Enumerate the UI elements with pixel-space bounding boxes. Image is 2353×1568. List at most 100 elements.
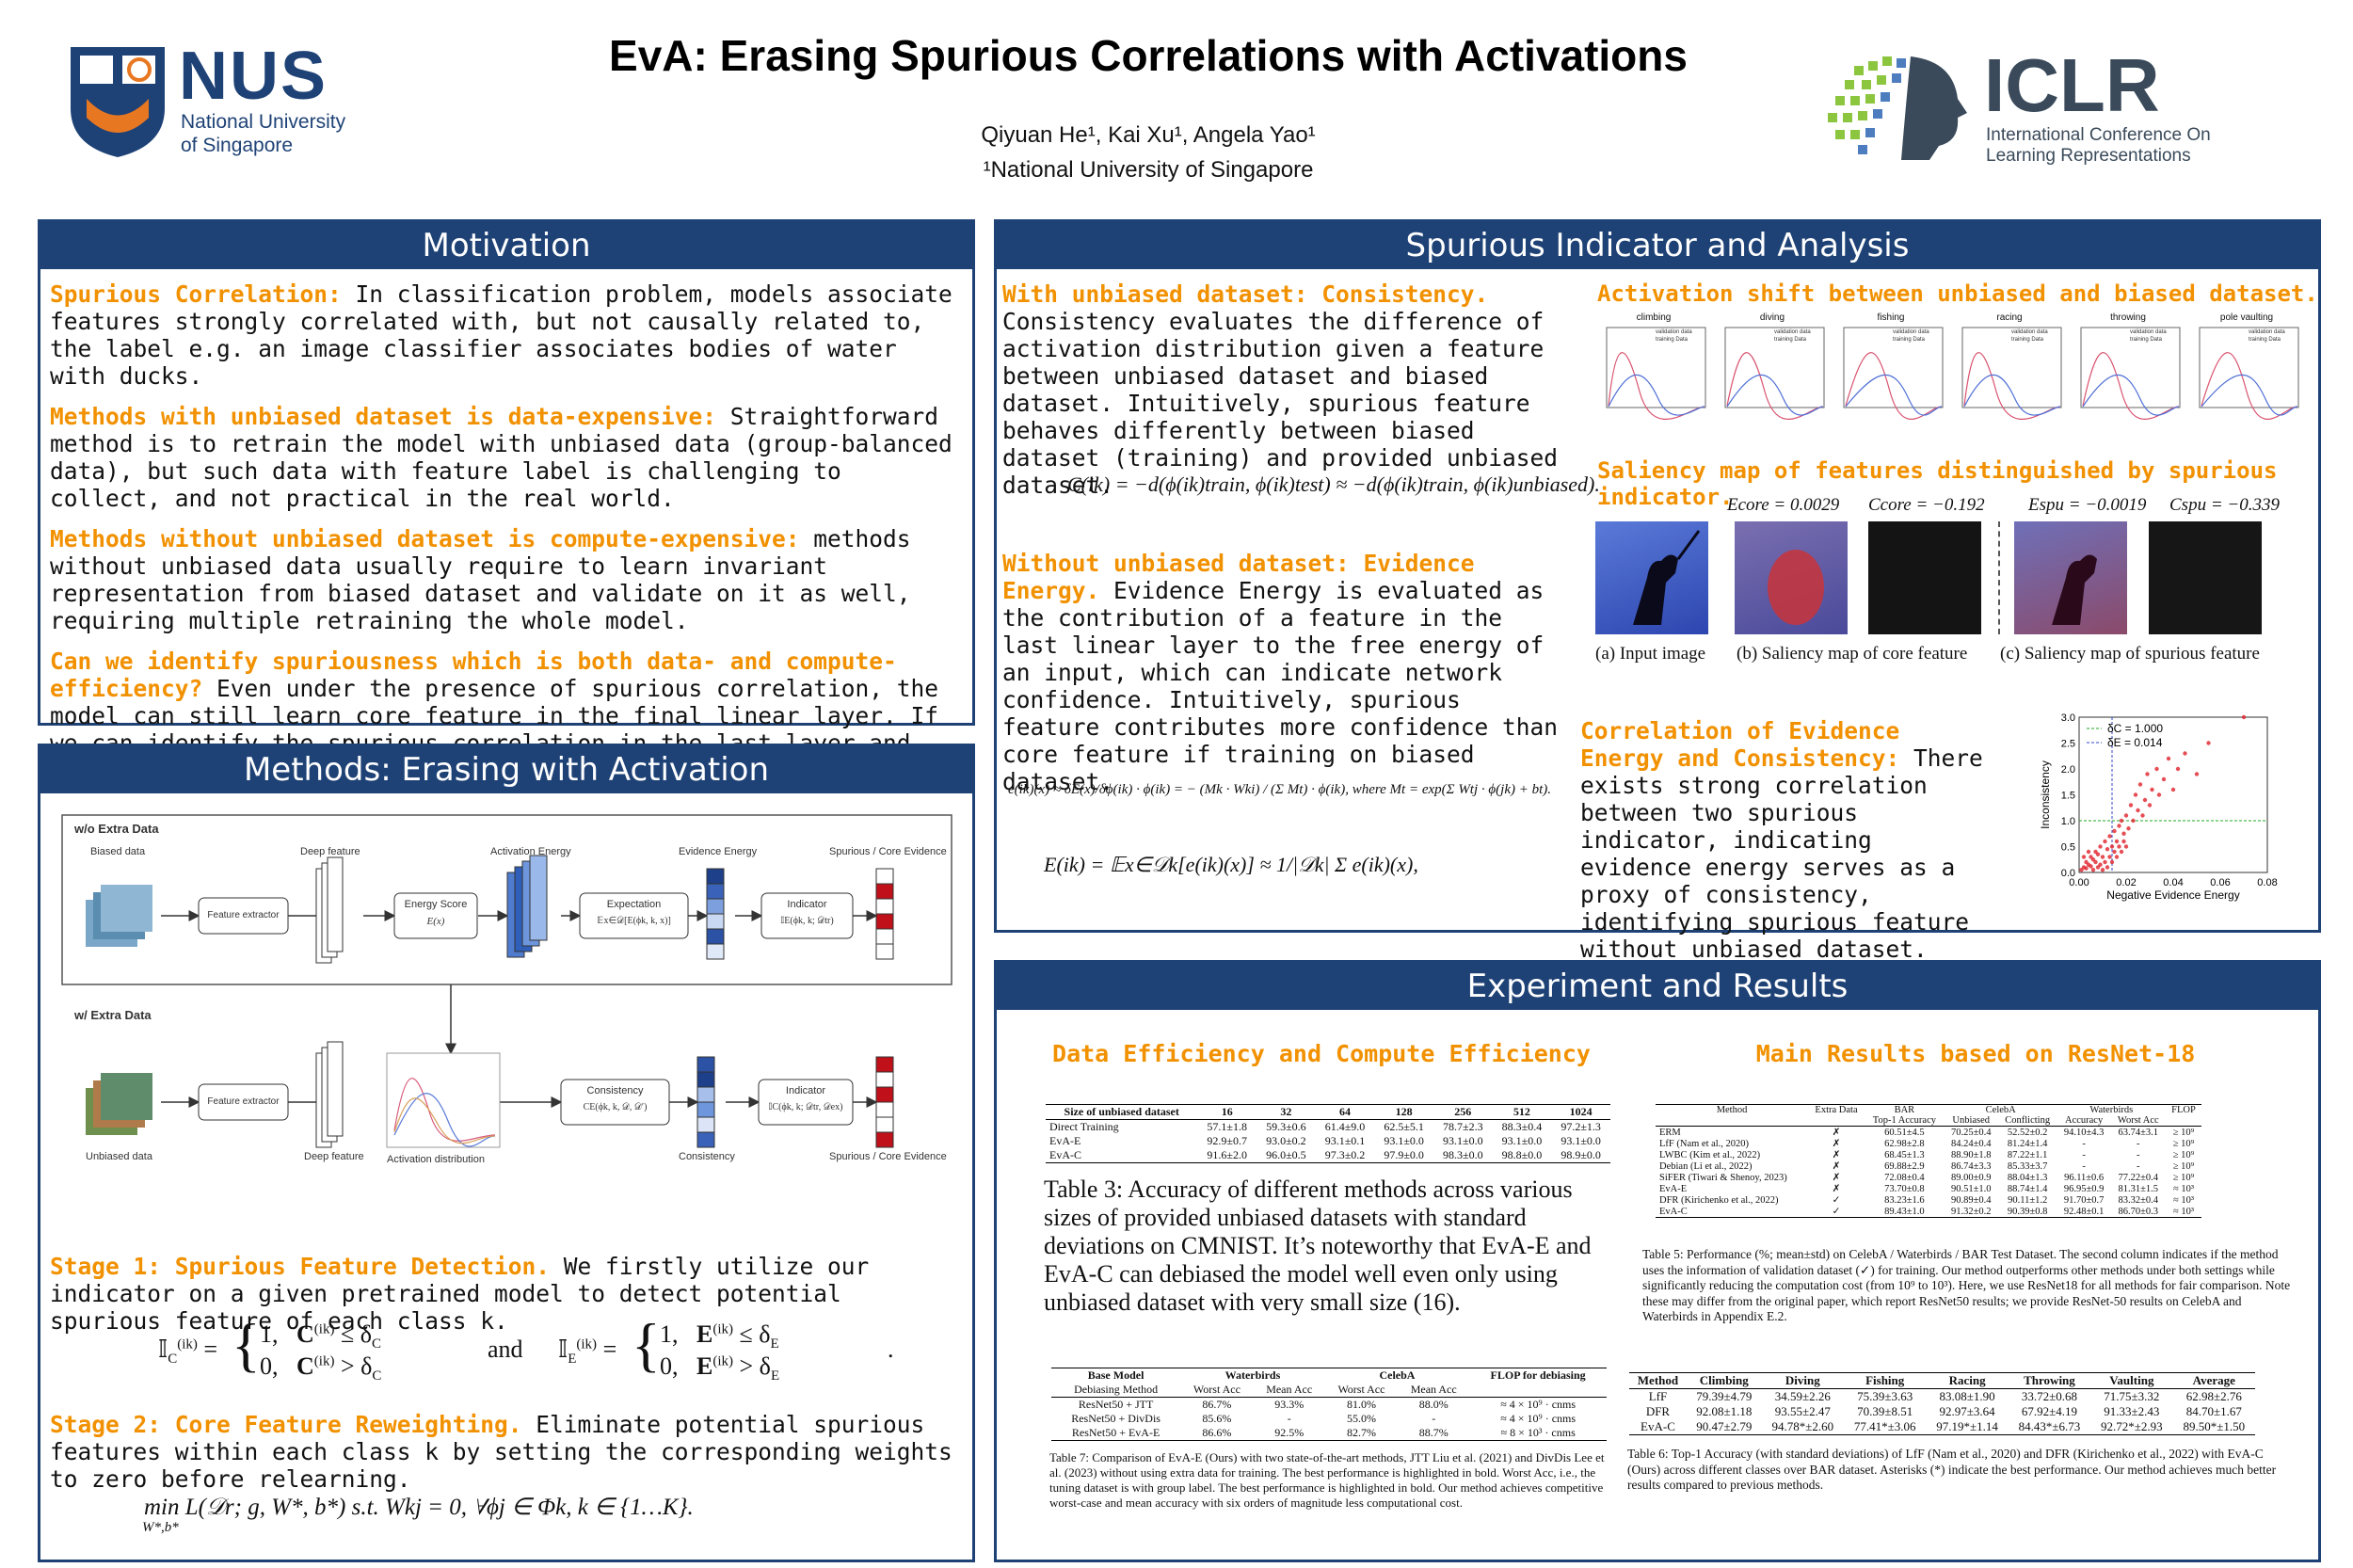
para-highlight: Spurious Correlation:: [50, 280, 342, 308]
table-cell: ≥ 10⁹: [2172, 1138, 2195, 1149]
stage1-body: We firstly utilize our indicator on a gi…: [50, 1253, 870, 1335]
shift-panel: pole vaulting validation data training Dat…: [2190, 312, 2303, 421]
saliency-core-image: [1735, 521, 1848, 634]
table-cell: 68.45±1.3: [1884, 1149, 1925, 1160]
affiliation: ¹National University of Singapore: [983, 157, 1314, 183]
table-cell: ≈ 10³: [2172, 1183, 2194, 1194]
table-cell: 55.0%: [1346, 1412, 1376, 1425]
scatter-point: [2093, 859, 2098, 865]
table-cell: ✗: [1832, 1139, 1841, 1149]
table-cell: 92.72*±2.93: [2101, 1419, 2163, 1433]
saliency-caption-c: (c) Saliency map of spurious feature: [2000, 644, 2260, 664]
table-cell: 91.32±0.2: [1950, 1206, 1992, 1217]
shift-panel-legend: validation data training Data: [1893, 329, 1929, 343]
table-cell: 33.72±0.68: [2021, 1389, 2078, 1403]
scatter-point: [2133, 792, 2138, 797]
table-header-cell: Fishing: [1843, 1372, 1927, 1389]
shift-panel-title: diving: [1759, 312, 1785, 323]
table-cell: 94.78*±2.60: [1771, 1419, 1834, 1433]
scatter-point: [2154, 766, 2159, 772]
shift-panel: fishing validation data training Data: [1834, 312, 1947, 421]
nus-logo-line2: of Singapore: [181, 135, 294, 156]
table-cell: ✗: [1832, 1161, 1841, 1172]
evidence-equation-1: e(ik)(x) ≈ δE(x)/δϕ(ik) · ϕ(ik) = − (Mk …: [1008, 782, 1552, 797]
table-header-cell: CelebA: [1985, 1105, 2016, 1115]
table-cell: 81.31±1.5: [2118, 1183, 2159, 1194]
stage1-highlight: Stage 1: Spurious Feature Detection.: [50, 1253, 551, 1280]
table-cell: 83.23±1.6: [1884, 1194, 1925, 1206]
table-cell: -: [2082, 1160, 2086, 1172]
scatter-point: [2123, 813, 2129, 818]
indicator-equations: 𝕀C(ik) = { 1, C(ik) ≤ δC 0, C(ik) > δC a…: [158, 1315, 911, 1386]
scatter-point: [2123, 844, 2129, 849]
nus-logo: NUS National University of Singapore: [66, 38, 367, 165]
indicator2-label: Indicator: [785, 1085, 826, 1096]
table-cell: ≈ 10³: [2172, 1194, 2194, 1206]
saliency-divider: [1998, 521, 2000, 634]
scatter-point: [2117, 824, 2121, 828]
saliency-figure: Ecore = 0.0029 Ccore = −0.192 Espu = −0.…: [1595, 495, 2311, 669]
table-header-cell: FLOP: [2171, 1105, 2196, 1115]
eq-ic-lhs: 𝕀C(ik) =: [158, 1336, 218, 1368]
scatter-point: [2114, 855, 2120, 859]
motivation-para: Methods with unbiased dataset is data-ex…: [50, 403, 963, 512]
left-subtitle: Data Efficiency and Compute Efficiency: [1052, 1040, 1591, 1067]
unbiased-data-images: [86, 1073, 152, 1135]
saliency-value-cspu: Cspu = −0.339: [2169, 495, 2280, 515]
legend-label: δC = 1.000: [2107, 722, 2163, 735]
table-cell: EvA-C: [1049, 1148, 1081, 1161]
table-cell: 84.70±1.67: [2185, 1404, 2242, 1418]
table-cell: 77.41*±3.06: [1853, 1419, 1916, 1433]
table-cell: 90.51±1.0: [1950, 1183, 1992, 1194]
table-cell: 98.9±0.0: [1561, 1148, 1601, 1161]
motivation-panel: Motivation Spurious Correlation: In clas…: [38, 219, 975, 839]
scatter-point: [2081, 855, 2087, 859]
table-header-cell: CelebA: [1379, 1368, 1416, 1382]
table-cell: 93.1±0.0: [1442, 1134, 1483, 1147]
correlation-text: Correlation of Evidence Energy and Consi…: [1580, 717, 1994, 963]
table-cell: 92.5%: [1274, 1426, 1305, 1439]
y-tick-label: 1.0: [2061, 816, 2075, 827]
table-header-cell: Unbiased: [1944, 1115, 1998, 1127]
table-cell: 59.3±0.6: [1266, 1120, 1306, 1133]
table-cell: ≈ 8 × 10³ · cnms: [1500, 1426, 1576, 1439]
table6: Method Climbing Diving Fishing Racing Throwin…: [1629, 1372, 2255, 1435]
table-cell: 75.39±3.63: [1857, 1389, 1913, 1403]
scatter-point: [2086, 849, 2091, 855]
shift-panel-legend: validation data training Data: [2011, 329, 2048, 343]
table-header-cell: Worst Acc: [2110, 1115, 2166, 1127]
table-header-cell: [1808, 1115, 1865, 1127]
table7: Base Model Waterbirds CelebA FLOP for debia…: [1051, 1368, 1607, 1441]
table-cell: ≥ 10⁹: [2172, 1127, 2195, 1138]
table-cell: 88.7%: [1418, 1426, 1449, 1439]
stage2-body: Eliminate potential spurious features wi…: [50, 1411, 952, 1493]
scatter-point: [2126, 826, 2131, 831]
table-cell: 78.7±2.3: [1442, 1120, 1483, 1133]
table-header-row: Top-1 Accuracy Unbiased Conflicting Accurac…: [1656, 1115, 2201, 1127]
consistency-box-formula: CE(ϕk, k, 𝒟, 𝒟′): [583, 1102, 648, 1112]
reweighting-equation-sub: W*,b*: [142, 1520, 179, 1535]
eq-ic-case1: 1, C(ik) ≤ δC: [260, 1320, 381, 1352]
shift-panel-legend: validation data training Data: [1774, 329, 1811, 343]
unbiased-data-label: Unbiased data: [86, 1151, 152, 1162]
table-cell: 92.48±0.1: [2063, 1206, 2105, 1217]
scatter-point: [2095, 852, 2101, 856]
table-cell: 52.52±0.2: [2007, 1127, 2048, 1138]
table-cell: 93.3%: [1274, 1398, 1305, 1411]
y-tick-label: 3.0: [2061, 712, 2075, 724]
saliency-title: Saliency map of features distinguished b…: [1597, 457, 2278, 510]
table-cell: DFR (Kirichenko et al., 2022): [1659, 1194, 1779, 1206]
scatter-ylabel: Inconsistency: [2039, 760, 2052, 829]
table-cell: 89.00±0.9: [1950, 1172, 1992, 1183]
table-cell: 86.70±0.3: [2118, 1206, 2159, 1217]
table-cell: 84.43*±6.73: [2018, 1419, 2081, 1433]
scatter-point: [2194, 772, 2200, 776]
table-cell: Debian (Li et al., 2022): [1659, 1160, 1753, 1172]
shift-title: Activation shift between unbiased and bi…: [1597, 280, 2318, 307]
table-row: SiFER (Tiwari & Shenoy, 2023) ✗ 72.08±0.4 8…: [1656, 1172, 2201, 1184]
table-cell: 86.7%: [1202, 1398, 1232, 1411]
y-tick-label: 2.0: [2061, 764, 2075, 776]
scatter-point: [2183, 751, 2187, 756]
correlation-body: There exists strong correlation between …: [1580, 744, 1983, 963]
table-cell: 79.39±4.79: [1696, 1389, 1753, 1403]
